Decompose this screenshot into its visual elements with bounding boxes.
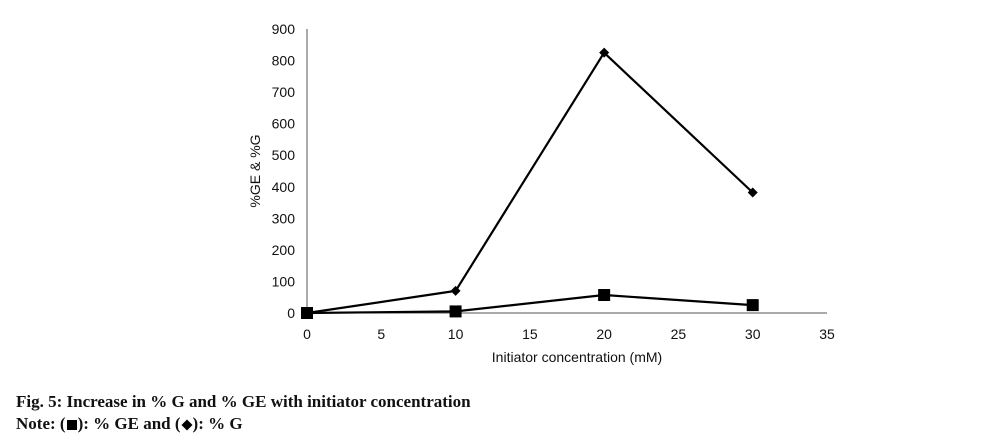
data-point	[746, 299, 759, 312]
y-tick-label: 600	[272, 116, 296, 132]
y-tick-label: 100	[272, 273, 296, 289]
x-tick-labels: 0 5 10 15 20 25 30 35	[303, 326, 835, 342]
y-tick-label: 200	[272, 242, 296, 258]
x-tick-label: 30	[745, 326, 761, 342]
x-axis-label: Initiator concentration (mM)	[492, 349, 662, 365]
y-tick-label: 500	[272, 147, 296, 163]
x-tick-label: 25	[671, 326, 687, 342]
y-tick-label: 300	[272, 210, 296, 226]
square-marker-icon	[66, 420, 77, 431]
y-tick-label: 0	[287, 305, 295, 321]
x-tick-label: 0	[303, 326, 311, 342]
note-middle: ): % GE and (	[77, 414, 181, 433]
chart-axes	[306, 29, 827, 314]
data-point	[301, 307, 313, 319]
x-tick-label: 20	[596, 326, 612, 342]
x-tick-label: 15	[522, 326, 538, 342]
diamond-marker-icon	[181, 419, 193, 431]
series-line	[306, 293, 753, 315]
data-point	[599, 47, 610, 58]
data-point	[747, 187, 758, 198]
y-axis-label: %GE & %G	[247, 134, 263, 207]
series-diamond	[302, 47, 758, 318]
figure-note: Note: ( ): % GE and ( ): % G	[16, 414, 243, 434]
line-chart: 0 100 200 300 400 500 600 700 800 900 0 5 10 15 20 25 3…	[247, 21, 835, 365]
y-tick-label: 400	[272, 179, 296, 195]
series-layer	[301, 47, 759, 319]
y-tick-label: 800	[272, 53, 296, 69]
series-square	[301, 289, 759, 319]
y-tick-label: 900	[272, 21, 296, 37]
x-tick-label: 10	[448, 326, 464, 342]
data-point	[449, 305, 462, 318]
y-tick-label: 700	[272, 84, 296, 100]
data-point	[450, 285, 461, 296]
note-prefix: Note: (	[16, 414, 66, 433]
series-line	[306, 51, 754, 315]
y-tick-labels: 0 100 200 300 400 500 600 700 800 900	[272, 21, 296, 321]
note-suffix: ): % G	[192, 414, 243, 433]
x-tick-label: 35	[819, 326, 835, 342]
data-point	[598, 289, 611, 302]
x-tick-label: 5	[377, 326, 385, 342]
figure-caption: Fig. 5: Increase in % G and % GE with in…	[16, 392, 471, 411]
